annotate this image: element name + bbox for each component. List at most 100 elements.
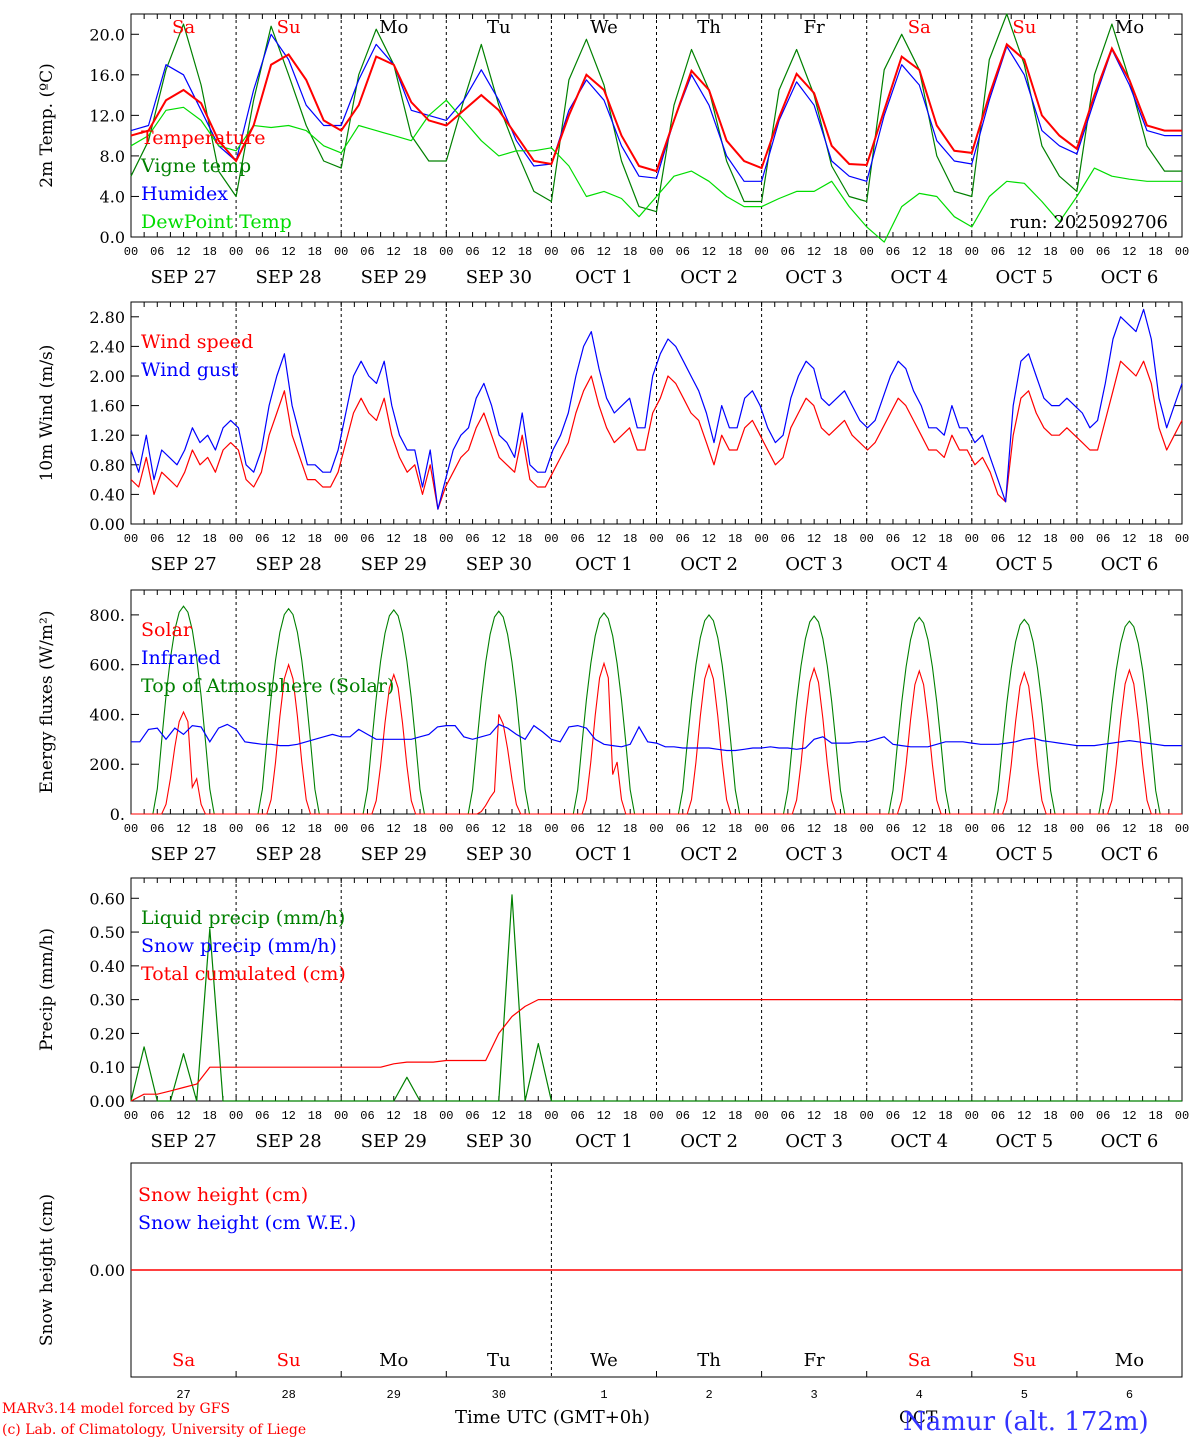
panel-1-legend-0: Temperature	[141, 127, 265, 149]
panel-4-hour-label: 18	[728, 1109, 742, 1123]
panel-1-hour-label: 18	[1149, 245, 1163, 259]
panel-1-hour-label: 00	[124, 245, 138, 259]
panel-1-hour-label: 00	[439, 245, 453, 259]
panel-1-weekday: Th	[697, 17, 721, 38]
panel-5-day-number: 3	[811, 1388, 818, 1402]
panel-1-hour-label: 18	[308, 245, 322, 259]
panel-2-hour-label: 18	[938, 532, 952, 546]
panel-4-hour-label: 00	[1070, 1109, 1084, 1123]
panel-4-hour-label: 18	[413, 1109, 427, 1123]
panel-4-hour-label: 00	[965, 1109, 979, 1123]
panel-1-hour-label: 12	[807, 245, 821, 259]
panel-2-hour-label: 12	[387, 532, 401, 546]
panel-5-day-number: 28	[281, 1388, 295, 1402]
panel-1-hour-label: 18	[833, 245, 847, 259]
panel-3-hour-label: 12	[1017, 822, 1031, 836]
panel-2-hour-label: 06	[465, 532, 479, 546]
panel-3-legend-1: Infrared	[141, 647, 221, 669]
panel-2-day-label: SEP 30	[466, 554, 532, 575]
panel-1-hour-label: 18	[728, 245, 742, 259]
panel-1-legend-2: Humidex	[141, 183, 228, 205]
panel-4-legend-1: Snow precip (mm/h)	[141, 935, 337, 957]
panel-2-hour-label: 00	[1175, 532, 1189, 546]
panel-5-weekday: Sa	[908, 1350, 931, 1371]
panel-2-day-label: OCT 1	[575, 554, 633, 575]
panel-2-hour-label: 18	[1149, 532, 1163, 546]
panel-4-ytick-label: 0.40	[89, 957, 125, 976]
panel-1-hour-label: 12	[492, 245, 506, 259]
panel-4-legend-0: Liquid precip (mm/h)	[141, 907, 345, 929]
panel-2-hour-label: 18	[623, 532, 637, 546]
panel-4-hour-label: 12	[807, 1109, 821, 1123]
panel-2-hour-label: 06	[150, 532, 164, 546]
panel-1-hour-label: 00	[754, 245, 768, 259]
panel-3-day-label: OCT 4	[890, 844, 948, 865]
panel-4-day-label: OCT 4	[890, 1131, 948, 1152]
panel-1-weekday: Fr	[804, 17, 825, 38]
panel-4-hour-label: 18	[1043, 1109, 1057, 1123]
panel-1-weekday: Su	[1012, 17, 1036, 38]
panel-2-hour-label: 00	[124, 532, 138, 546]
panel-2-ylabel: 10m Wind (m/s)	[37, 345, 57, 482]
panel-4-hour-label: 12	[1122, 1109, 1136, 1123]
panel-1-day-label: OCT 2	[680, 267, 738, 288]
panel-3-hour-label: 00	[229, 822, 243, 836]
panel-3-hour-label: 00	[649, 822, 663, 836]
panel-2-hour-label: 00	[649, 532, 663, 546]
panel-2-hour-label: 00	[754, 532, 768, 546]
panel-3-ylabel: Energy fluxes (W/m²)	[37, 611, 57, 794]
panel-1-hour-label: 06	[360, 245, 374, 259]
panel-1-legend-3: DewPoint Temp	[141, 211, 292, 233]
panel-2-hour-label: 06	[991, 532, 1005, 546]
panel-2-legend-0: Wind speed	[141, 331, 253, 353]
panel-1-hour-label: 06	[150, 245, 164, 259]
panel-2-ytick-label: 1.60	[89, 397, 125, 416]
panel-4-hour-label: 06	[150, 1109, 164, 1123]
panel-2-hour-label: 06	[886, 532, 900, 546]
panel-1-day-label: SEP 30	[466, 267, 532, 288]
panel-2-ytick-label: 0.40	[89, 485, 125, 504]
panel-2-hour-label: 00	[965, 532, 979, 546]
footer-credit: (c) Lab. of Climatology, University of L…	[2, 1422, 306, 1438]
panel-2-hour-label: 12	[176, 532, 190, 546]
panel-4-ytick-label: 0.20	[89, 1024, 125, 1043]
panel-3-hour-label: 00	[1175, 822, 1189, 836]
panel-1-hour-label: 18	[938, 245, 952, 259]
panel-3-day-label: OCT 2	[680, 844, 738, 865]
panel-3-ytick-label: 800.	[89, 606, 125, 625]
panel-4-hour-label: 18	[203, 1109, 217, 1123]
panel-3-day-label: SEP 27	[150, 844, 216, 865]
panel-1-hour-label: 06	[781, 245, 795, 259]
panel-5-weekday: Mo	[1115, 1350, 1144, 1371]
panel-2-hour-label: 06	[570, 532, 584, 546]
panel-2-hour-label: 00	[1070, 532, 1084, 546]
panel-4-hour-label: 18	[623, 1109, 637, 1123]
panel-2-day-label: SEP 27	[150, 554, 216, 575]
panel-3-hour-label: 18	[623, 822, 637, 836]
panel-1-hour-label: 12	[1122, 245, 1136, 259]
panel-3-hour-label: 00	[1070, 822, 1084, 836]
panel-4-ytick-label: 0.60	[89, 889, 125, 908]
panel-4-hour-label: 00	[124, 1109, 138, 1123]
panel-1-ytick-label: 4.0	[100, 187, 125, 206]
panel-3-legend-0: Solar	[141, 619, 193, 641]
panel-4-day-label: OCT 2	[680, 1131, 738, 1152]
panel-3-day-label: OCT 5	[995, 844, 1053, 865]
panel-2-hour-label: 12	[702, 532, 716, 546]
panel-1-ylabel: 2m Temp. (ºC)	[37, 63, 57, 188]
panel-3-hour-label: 06	[360, 822, 374, 836]
panel-3-hour-label: 18	[203, 822, 217, 836]
panel-4-day-label: SEP 28	[256, 1131, 322, 1152]
panel-1-day-label: OCT 4	[890, 267, 948, 288]
panel-1-hour-label: 12	[281, 245, 295, 259]
panel-2-hour-label: 06	[360, 532, 374, 546]
panel-1-legend-1: Vigne temp	[140, 155, 251, 177]
panel-3-hour-label: 12	[912, 822, 926, 836]
panel-2-hour-label: 00	[439, 532, 453, 546]
panel-1-hour-label: 06	[570, 245, 584, 259]
text-layer: 0.04.08.012.016.020.02m Temp. (ºC)00 06 12…	[37, 17, 1189, 1402]
panel-1-ytick-label: 20.0	[89, 25, 125, 44]
panel-3-day-label: SEP 28	[256, 844, 322, 865]
panel-2-hour-label: 18	[1043, 532, 1057, 546]
panel-5-weekday: Su	[1012, 1350, 1036, 1371]
